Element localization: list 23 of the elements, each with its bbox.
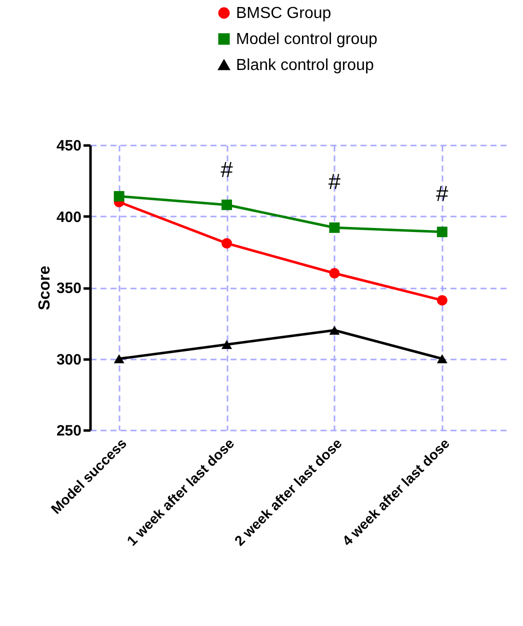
legend-label: Blank control group: [236, 57, 374, 74]
y-tick-label: 400: [56, 208, 82, 226]
point: [436, 354, 448, 364]
point: [222, 200, 232, 210]
point: [329, 326, 340, 335]
annotation: #: [220, 157, 234, 182]
point: [436, 226, 448, 238]
point: [329, 268, 340, 278]
legend-label: Model control group: [236, 31, 378, 48]
point: [114, 354, 124, 364]
point: [114, 191, 124, 202]
annotation: #: [436, 181, 450, 206]
annotation: #: [328, 169, 342, 194]
y-tick-label: 450: [56, 138, 82, 154]
y-axis-title: Score: [36, 266, 54, 310]
y-tick-label: 250: [56, 422, 82, 440]
y-tick-label: 350: [56, 280, 82, 297]
point: [222, 238, 232, 249]
point: [222, 340, 232, 350]
point: [329, 222, 340, 233]
point: [436, 295, 448, 306]
legend-label: BMSC Group: [236, 5, 332, 22]
y-tick-label: 300: [56, 351, 82, 368]
